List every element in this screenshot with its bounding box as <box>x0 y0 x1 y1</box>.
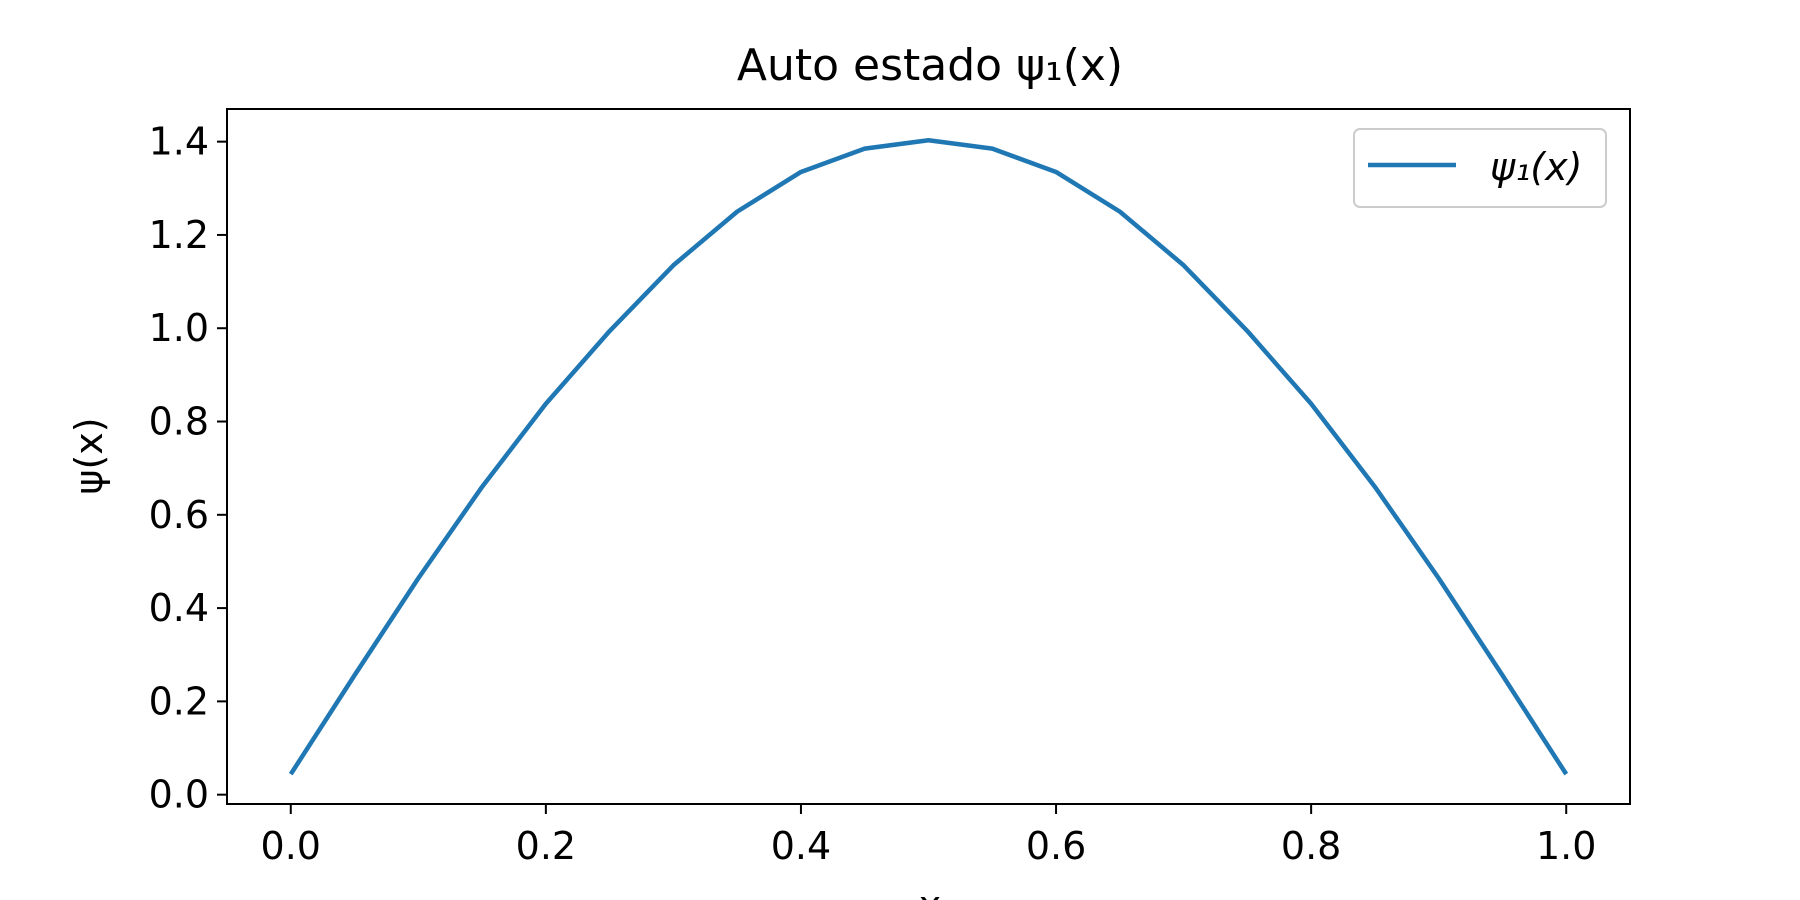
y-tick-label: 1.0 <box>149 306 209 350</box>
chart-title: Auto estado ψ₁(x) <box>737 40 1123 91</box>
y-tick-label: 0.4 <box>149 586 209 630</box>
x-tick-label: 0.0 <box>261 824 321 868</box>
x-tick-label: 0.4 <box>771 824 831 868</box>
y-tick-label: 0.6 <box>149 493 209 537</box>
y-tick-label: 0.0 <box>149 773 209 817</box>
y-tick-label: 1.4 <box>149 120 209 164</box>
x-tick-label: 0.8 <box>1281 824 1341 868</box>
legend-box <box>1353 128 1607 208</box>
y-tick-label: 1.2 <box>149 213 209 257</box>
x-tick-label: 0.2 <box>516 824 576 868</box>
y-tick-label: 0.8 <box>149 400 209 444</box>
x-tick-label: 1.0 <box>1536 824 1596 868</box>
x-axis-ticks: 0.0 0.2 0.4 0.6 0.8 1.0 <box>261 804 1596 868</box>
y-axis-label: ψ(x) <box>67 417 111 494</box>
x-axis-label: x <box>919 883 942 900</box>
plot-frame <box>226 108 1631 805</box>
plot-area <box>227 109 1630 804</box>
legend-label-psi1: ψ₁(x) <box>1490 145 1582 189</box>
series-line-psi1 <box>288 138 1569 776</box>
legend: ψ₁(x) <box>1353 128 1607 208</box>
y-tick-label: 0.2 <box>149 679 209 723</box>
y-axis-ticks: 0.0 0.2 0.4 0.6 0.8 1.0 1.2 1.4 <box>149 120 227 817</box>
x-tick-label: 0.6 <box>1026 824 1086 868</box>
